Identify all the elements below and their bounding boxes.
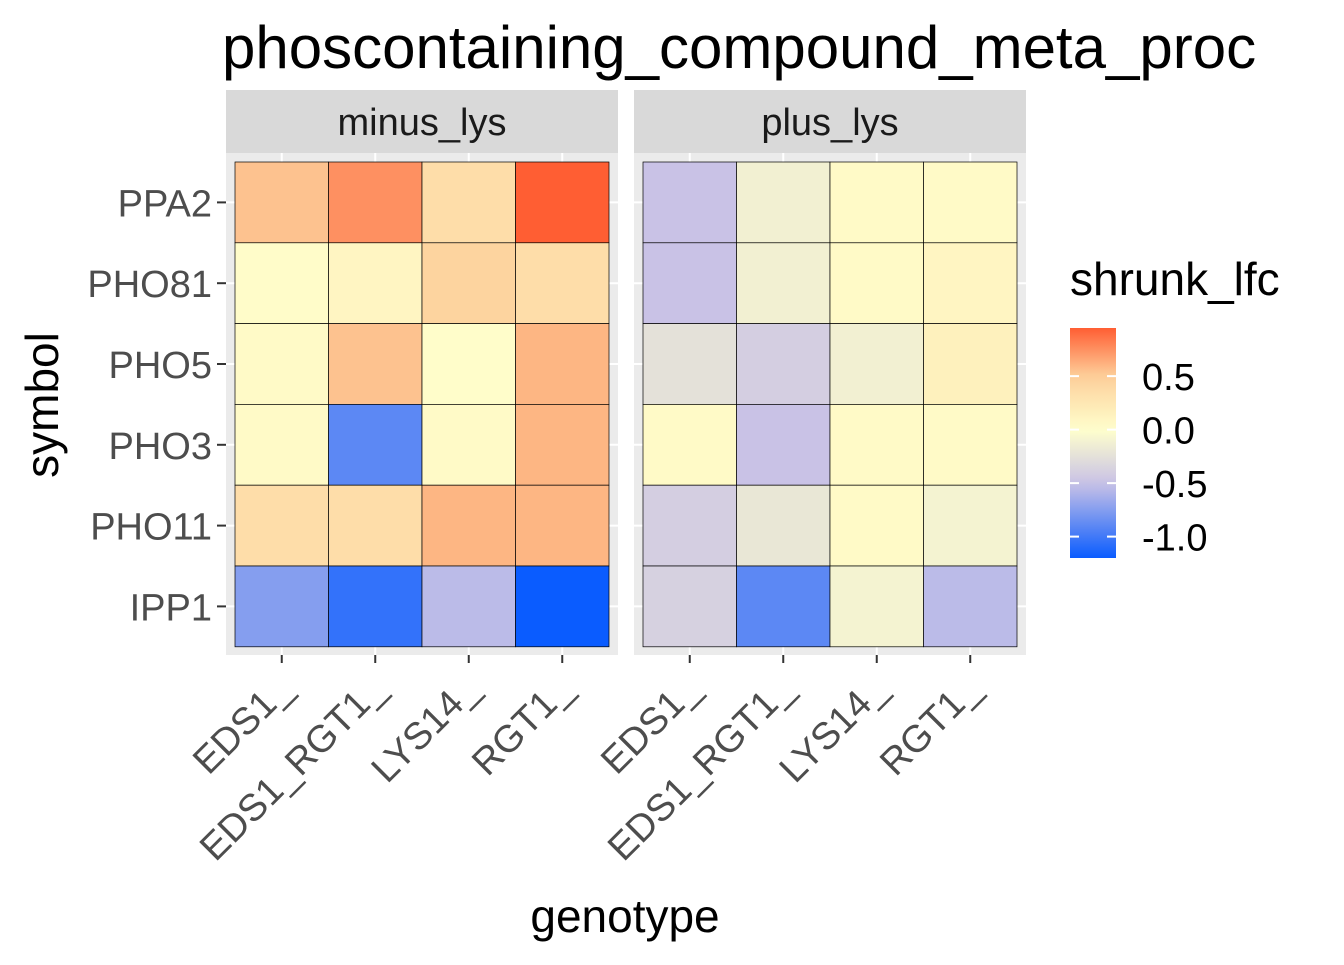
- heatmap-cell: [642, 242, 737, 324]
- heatmap-cell: [515, 161, 610, 244]
- heatmap-cell: [328, 565, 423, 648]
- heatmap-cell: [736, 565, 831, 648]
- heatmap-cell: [421, 242, 516, 324]
- legend-colorbar: [1070, 328, 1116, 558]
- heatmap-cell: [421, 565, 516, 648]
- heatmap-cell: [642, 161, 737, 244]
- heatmap-cell: [923, 323, 1018, 405]
- y-tick-label: IPP1: [130, 587, 212, 629]
- heatmap-cell: [736, 161, 831, 244]
- heatmap-cell: [829, 404, 924, 486]
- heatmap-cell: [328, 323, 423, 405]
- x-axis-title: genotype: [530, 890, 719, 942]
- facet-strip-label: plus_lys: [761, 102, 898, 144]
- y-axis: PPA2 PHO81 PHO5 PHO3 PHO11 IPP1: [87, 183, 226, 629]
- heatmap-cell: [328, 484, 423, 567]
- heatmap-cell: [642, 323, 737, 405]
- y-tick-label: PHO81: [87, 264, 212, 306]
- heatmap-cell: [923, 242, 1018, 324]
- legend-break-label: -1.0: [1142, 518, 1207, 560]
- chart-title: phoscontaining_compound_meta_proc: [222, 14, 1256, 81]
- legend-title: shrunk_lfc: [1070, 253, 1280, 305]
- heatmap-cell: [421, 484, 516, 567]
- heatmap-cell: [234, 323, 329, 405]
- heatmap-cell: [736, 242, 831, 324]
- facet-strip: [634, 90, 1026, 153]
- heatmap-cell: [923, 161, 1018, 244]
- heatmap-cell: [829, 161, 924, 244]
- heatmap-cell: [234, 484, 329, 567]
- y-tick-label: PHO5: [109, 345, 212, 387]
- legend-break-label: -0.5: [1142, 464, 1207, 506]
- heatmap-cell: [923, 565, 1018, 648]
- heatmap-cell: [829, 323, 924, 405]
- y-tick-label: PPA2: [118, 183, 212, 225]
- x-tick-label: LYS14_: [364, 667, 488, 791]
- legend-break-label: 0.0: [1142, 411, 1195, 453]
- heatmap-cell: [421, 404, 516, 486]
- y-tick-label: PHO11: [90, 507, 212, 549]
- facet-strip: [226, 90, 618, 153]
- heatmap-cell: [515, 484, 610, 567]
- y-axis-title: symbol: [16, 332, 68, 478]
- heatmap-cell: [736, 484, 831, 567]
- heatmap-cell: [234, 565, 329, 648]
- heatmap-cell: [421, 323, 516, 405]
- heatmap-cell: [736, 404, 831, 486]
- heatmap-cell: [829, 242, 924, 324]
- heatmap-cell: [421, 161, 516, 244]
- facet-strip-label: minus_lys: [338, 102, 507, 144]
- heatmap-cell: [829, 565, 924, 648]
- heatmap-cell: [328, 161, 423, 244]
- heatmap-cell: [234, 242, 329, 324]
- heatmap-cell: [328, 404, 423, 486]
- heatmap-cell: [736, 323, 831, 405]
- x-tick-label: LYS14_: [772, 667, 896, 791]
- heatmap-cell: [515, 565, 610, 648]
- heatmap-cell: [642, 404, 737, 486]
- legend-break-label: 0.5: [1142, 357, 1195, 399]
- heatmap-cell: [515, 404, 610, 486]
- heatmap-cell: [923, 484, 1018, 567]
- heatmap-cell: [923, 404, 1018, 486]
- legend: shrunk_lfc 0.5 0.0 -0.5 -1.0: [1070, 253, 1280, 560]
- y-tick-label: PHO3: [109, 426, 212, 468]
- heatmap-cell: [234, 404, 329, 486]
- heatmap-cell: [829, 484, 924, 567]
- heatmap-cell: [234, 161, 329, 244]
- heatmap-cell: [515, 242, 610, 324]
- facet-panels: minus_lysEDS1_EDS1_RGT1_LYS14_RGT1_plus_…: [185, 90, 1026, 869]
- x-tick-label: RGT1_: [464, 667, 581, 784]
- heatmap-cell: [515, 323, 610, 405]
- x-tick-label: RGT1_: [872, 667, 989, 784]
- heatmap-cell: [642, 484, 737, 567]
- heatmap-cell: [642, 565, 737, 648]
- heatmap-cell: [328, 242, 423, 324]
